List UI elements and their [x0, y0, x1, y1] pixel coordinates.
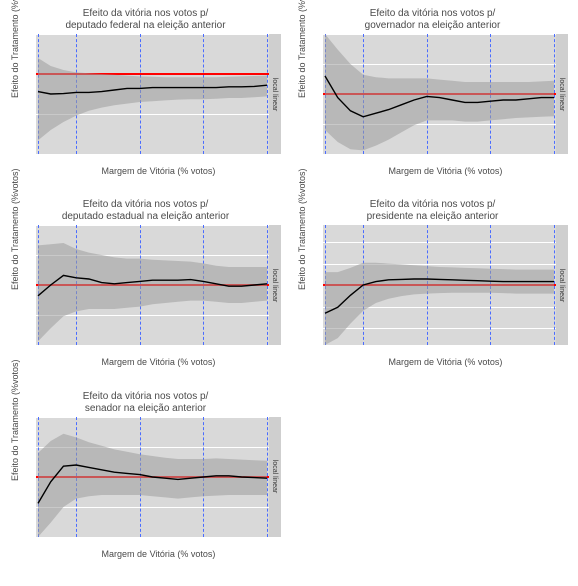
title-line-2: presidente na eleição anterior [299, 211, 566, 223]
panel-title: Efeito da vitória nos votos p/senador na… [8, 387, 283, 417]
panel-pres: Efeito da vitória nos votos p/presidente… [295, 195, 570, 386]
mean-line [323, 225, 556, 345]
facet-strip-label: local linear [272, 460, 279, 493]
title-line-2: deputado estadual na eleição anterior [12, 211, 279, 223]
title-line-1: Efeito da vitória nos votos p/ [12, 8, 279, 20]
facet-strip: local linear [269, 417, 281, 537]
x-axis-label: Margem de Vitória (% votos) [36, 549, 281, 559]
panel-title: Efeito da vitória nos votos p/deputado e… [8, 195, 283, 225]
x-axis-label: Margem de Vitória (% votos) [36, 166, 281, 176]
panel-dep_fed: Efeito da vitória nos votos p/deputado f… [8, 4, 283, 195]
plot-wrap: local linear-10-5051.02.55.07.510.0 Marge… [36, 34, 281, 176]
title-line-1: Efeito da vitória nos votos p/ [299, 8, 566, 20]
facet-strip-label: local linear [272, 77, 279, 110]
facet-strip-label: local linear [272, 269, 279, 302]
plot-area: local linear-5.0-2.50.02.55.01.02.55.07.… [323, 225, 568, 345]
plot-wrap: local linear-2.50.02.51.02.55.07.510.0 Ma… [36, 417, 281, 559]
panel-dep_est: Efeito da vitória nos votos p/deputado e… [8, 195, 283, 386]
title-line-1: Efeito da vitória nos votos p/ [299, 199, 566, 211]
facet-strip: local linear [269, 34, 281, 154]
y-axis-label: Efeito do Tratamento (%votos) [10, 168, 20, 290]
y-axis-label: Efeito do Tratamento (%votos) [297, 0, 307, 98]
plot-wrap: local linear-2.50.02.51.02.55.07.510.0 Ma… [36, 225, 281, 367]
title-line-2: governador na eleição anterior [299, 20, 566, 32]
plot-area: local linear-5.0-2.50.02.55.01.02.55.07.… [323, 34, 568, 154]
facet-strip-label: local linear [559, 269, 566, 302]
mean-line [36, 417, 269, 537]
x-axis-label: Margem de Vitória (% votos) [323, 357, 568, 367]
facet-strip: local linear [556, 34, 568, 154]
title-line-1: Efeito da vitória nos votos p/ [12, 391, 279, 403]
plot-area: local linear-2.50.02.51.02.55.07.510.0 [36, 225, 281, 345]
y-axis-label: Efeito do Tratamento (%votos) [297, 168, 307, 290]
y-axis-label: Efeito do Tratamento (%votos) [10, 0, 20, 98]
panel-title: Efeito da vitória nos votos p/governador… [295, 4, 570, 34]
plot-wrap: local linear-5.0-2.50.02.55.01.02.55.07.… [323, 225, 568, 367]
mean-line [323, 34, 556, 154]
panel-title: Efeito da vitória nos votos p/presidente… [295, 195, 570, 225]
panel-grid: Efeito da vitória nos votos p/deputado f… [0, 0, 578, 586]
mean-line [36, 225, 269, 345]
x-axis-label: Margem de Vitória (% votos) [36, 357, 281, 367]
panel-gov: Efeito da vitória nos votos p/governador… [295, 4, 570, 195]
y-axis-label: Efeito do Tratamento (%votos) [10, 360, 20, 482]
title-line-2: senador na eleição anterior [12, 403, 279, 415]
facet-strip: local linear [269, 225, 281, 345]
plot-area: local linear-10-5051.02.55.07.510.0 [36, 34, 281, 154]
panel-title: Efeito da vitória nos votos p/deputado f… [8, 4, 283, 34]
panel-sen: Efeito da vitória nos votos p/senador na… [8, 387, 283, 578]
title-line-2: deputado federal na eleição anterior [12, 20, 279, 32]
facet-strip: local linear [556, 225, 568, 345]
mean-line [36, 34, 269, 154]
plot-area: local linear-2.50.02.51.02.55.07.510.0 [36, 417, 281, 537]
facet-strip-label: local linear [559, 77, 566, 110]
x-axis-label: Margem de Vitória (% votos) [323, 166, 568, 176]
plot-wrap: local linear-5.0-2.50.02.55.01.02.55.07.… [323, 34, 568, 176]
title-line-1: Efeito da vitória nos votos p/ [12, 199, 279, 211]
page: Efeito da vitória nos votos p/deputado f… [0, 0, 578, 586]
